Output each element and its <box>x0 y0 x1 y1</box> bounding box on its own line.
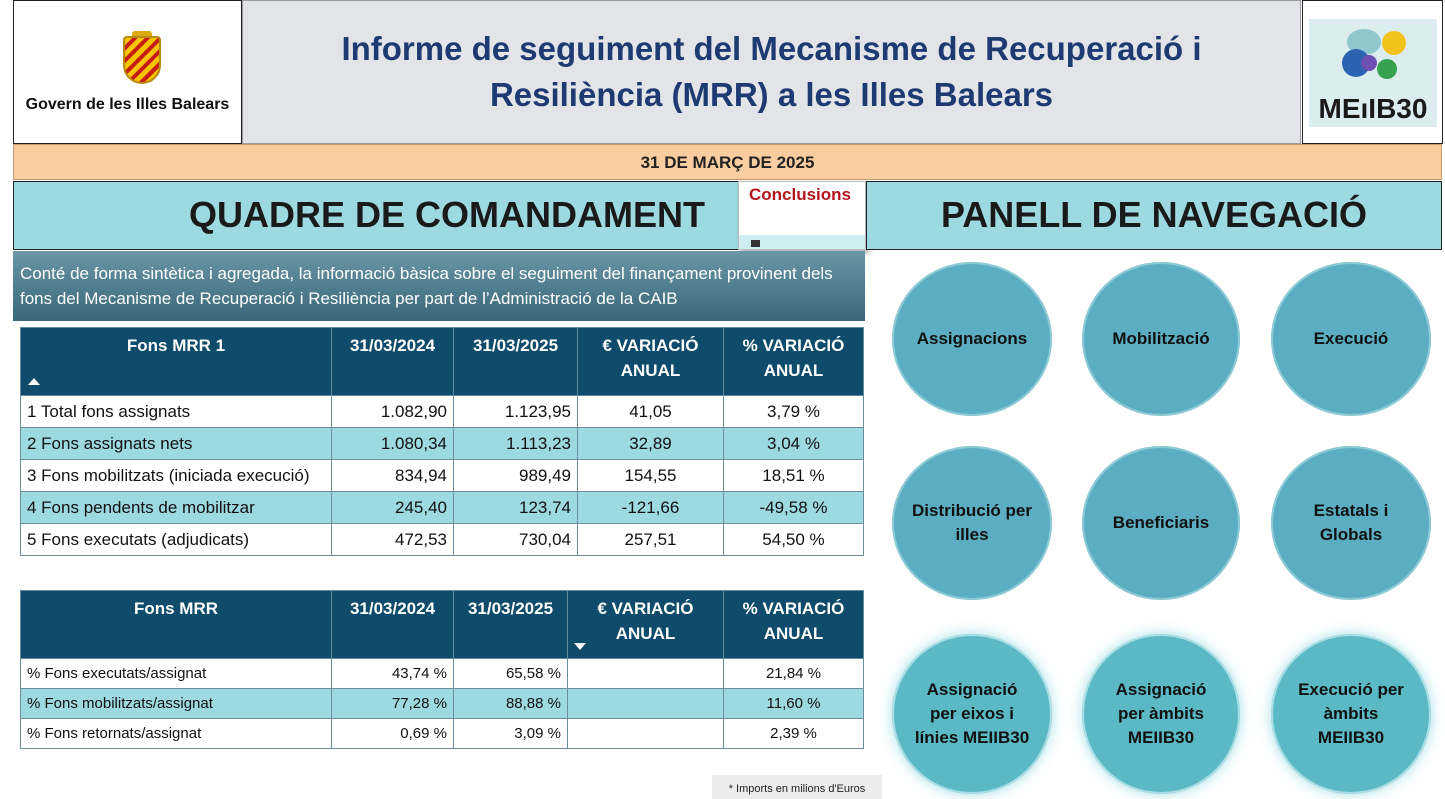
table-cell: 11,60 % <box>723 688 864 719</box>
table-cell: 154,55 <box>577 459 724 492</box>
column-header[interactable]: € VARIACIÓ ANUAL <box>577 327 724 396</box>
table-cell <box>567 718 724 749</box>
table-cell: 65,58 % <box>453 658 568 689</box>
table-cell: 43,74 % <box>331 658 454 689</box>
conclusions-label: Conclusions <box>749 185 852 204</box>
table-row: % Fons retornats/assignat 0,69 % 3,09 % … <box>20 718 864 749</box>
column-header[interactable]: 31/03/2025 <box>453 590 568 659</box>
table-cell: 1.082,90 <box>331 395 454 428</box>
column-header[interactable]: Fons MRR 1 <box>20 327 332 396</box>
table-row: 1 Total fons assignats 1.082,90 1.123,95… <box>20 395 864 428</box>
nav-panel-header: PANELL DE NAVEGACIÓ <box>866 181 1442 250</box>
table-cell: 2,39 % <box>723 718 864 749</box>
table-cell: 88,88 % <box>453 688 568 719</box>
table-cell: 3 Fons mobilitzats (iniciada execució) <box>20 459 332 492</box>
column-header[interactable]: 31/03/2025 <box>453 327 578 396</box>
table-cell: 1 Total fons assignats <box>20 395 332 428</box>
comment-icon[interactable] <box>751 240 760 247</box>
column-header[interactable]: € VARIACIÓ ANUAL <box>567 590 724 659</box>
government-label: Govern de les Illes Balears <box>25 96 230 113</box>
table-cell: 41,05 <box>577 395 724 428</box>
nav-button-estatals-i-globals[interactable]: Estatals i Globals <box>1271 446 1431 600</box>
table-cell: 3,04 % <box>723 427 864 460</box>
table-cell: 21,84 % <box>723 658 864 689</box>
govern-logo: Govern de les Illes Balears <box>13 0 242 144</box>
nav-button-assignacio-ambits[interactable]: Assignació per àmbits MEIIB30 <box>1082 634 1240 794</box>
table-cell: % Fons mobilitzats/assignat <box>20 688 332 719</box>
nav-button-distribucio-per-illes[interactable]: Distribució per illes <box>892 446 1052 600</box>
table-cell: 123,74 <box>453 491 578 524</box>
coat-of-arms-icon <box>123 36 161 84</box>
nav-panel-title: PANELL DE NAVEGACIÓ <box>940 194 1368 235</box>
nav-button-mobilitzacio[interactable]: Mobilització <box>1082 262 1240 416</box>
table-row: % Fons mobilitzats/assignat 77,28 % 88,8… <box>20 688 864 719</box>
logo-dot-icon <box>1382 31 1406 55</box>
table-cell: 5 Fons executats (adjudicats) <box>20 523 332 556</box>
table-row: % Fons executats/assignat 43,74 % 65,58 … <box>20 658 864 689</box>
table-row: 3 Fons mobilitzats (iniciada execució) 8… <box>20 459 864 492</box>
meib30-logo: MEıIB30 <box>1302 0 1443 144</box>
dashboard-header: QUADRE DE COMANDAMENT <box>13 181 865 250</box>
dashboard-title: QUADRE DE COMANDAMENT <box>189 194 705 235</box>
dashboard-description: Conté de forma sintètica i agregada, la … <box>13 251 865 321</box>
table-row: 2 Fons assignats nets 1.080,34 1.113,23 … <box>20 427 864 460</box>
column-header[interactable]: 31/03/2024 <box>331 590 454 659</box>
sort-ascending-icon[interactable] <box>28 378 40 385</box>
crown-icon <box>132 31 152 37</box>
report-date: 31 DE MARÇ DE 2025 <box>13 144 1442 180</box>
table-cell: 4 Fons pendents de mobilitzar <box>20 491 332 524</box>
table-cell: 3,09 % <box>453 718 568 749</box>
table-cell: 18,51 % <box>723 459 864 492</box>
logo-dot-icon <box>1361 55 1377 71</box>
table-cell: -121,66 <box>577 491 724 524</box>
funds-table: Fons MRR 1 31/03/2024 31/03/2025 € VARIA… <box>20 327 864 556</box>
table-cell: 54,50 % <box>723 523 864 556</box>
logo-dot-icon <box>1377 59 1397 79</box>
conclusions-strip <box>739 235 865 249</box>
nav-button-assignacio-eixos-linies[interactable]: Assignació per eixos i línies MEIIB30 <box>892 634 1052 794</box>
sort-descending-icon[interactable] <box>574 643 586 650</box>
table-cell: 472,53 <box>331 523 454 556</box>
table-cell <box>567 658 724 689</box>
table-cell: 834,94 <box>331 459 454 492</box>
column-header[interactable]: 31/03/2024 <box>331 327 454 396</box>
nav-button-assignacions[interactable]: Assignacions <box>892 262 1052 416</box>
report-title: Informe de seguiment del Mecanisme de Re… <box>341 30 1202 113</box>
column-header[interactable]: % VARIACIÓ ANUAL <box>723 590 864 659</box>
nav-button-beneficiaris[interactable]: Beneficiaris <box>1082 446 1240 600</box>
meib30-logo-text: MEıIB30 <box>1318 93 1428 124</box>
table-cell: 1.113,23 <box>453 427 578 460</box>
table-row: 5 Fons executats (adjudicats) 472,53 730… <box>20 523 864 556</box>
table-cell <box>567 688 724 719</box>
nav-button-execucio[interactable]: Execució <box>1271 262 1431 416</box>
conclusions-button[interactable]: Conclusions <box>738 181 866 250</box>
table-cell: 32,89 <box>577 427 724 460</box>
table-cell: 77,28 % <box>331 688 454 719</box>
table-cell: 257,51 <box>577 523 724 556</box>
table-row: 4 Fons pendents de mobilitzar 245,40 123… <box>20 491 864 524</box>
table-cell: % Fons executats/assignat <box>20 658 332 689</box>
table-cell: -49,58 % <box>723 491 864 524</box>
column-header[interactable]: % VARIACIÓ ANUAL <box>723 327 864 396</box>
table-cell: 3,79 % <box>723 395 864 428</box>
column-header[interactable]: Fons MRR <box>20 590 332 659</box>
table-cell: 2 Fons assignats nets <box>20 427 332 460</box>
table-cell: 730,04 <box>453 523 578 556</box>
table-cell: 245,40 <box>331 491 454 524</box>
meib30-logo-graphic: MEıIB30 <box>1309 19 1437 127</box>
ratios-table: Fons MRR 31/03/2024 31/03/2025 € VARIACI… <box>20 590 864 749</box>
footnote: * Imports en milions d'Euros <box>712 775 882 799</box>
table-cell: 989,49 <box>453 459 578 492</box>
report-title-box: Informe de seguiment del Mecanisme de Re… <box>242 0 1301 144</box>
nav-button-execucio-ambits[interactable]: Execució per àmbits MEIIB30 <box>1271 634 1431 794</box>
table-cell: 1.080,34 <box>331 427 454 460</box>
table-cell: 0,69 % <box>331 718 454 749</box>
table-cell: % Fons retornats/assignat <box>20 718 332 749</box>
table-cell: 1.123,95 <box>453 395 578 428</box>
